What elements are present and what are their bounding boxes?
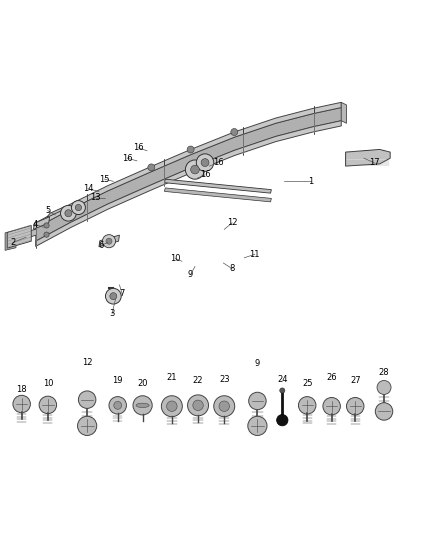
Circle shape (148, 164, 155, 171)
Circle shape (377, 381, 391, 394)
Circle shape (231, 128, 238, 135)
Text: 9: 9 (255, 359, 260, 368)
Circle shape (214, 395, 235, 417)
Circle shape (280, 388, 285, 393)
Circle shape (219, 401, 230, 411)
Text: 28: 28 (379, 368, 389, 376)
Circle shape (60, 205, 76, 221)
Text: 14: 14 (83, 184, 93, 193)
Text: 10: 10 (42, 379, 53, 388)
Circle shape (106, 288, 121, 304)
Text: 17: 17 (369, 158, 379, 167)
Circle shape (75, 205, 81, 211)
Text: 26: 26 (326, 373, 337, 382)
Circle shape (39, 396, 57, 414)
Circle shape (110, 293, 117, 300)
Polygon shape (346, 149, 390, 166)
Text: 25: 25 (302, 379, 312, 388)
Text: 24: 24 (277, 375, 288, 384)
Circle shape (13, 395, 30, 413)
Polygon shape (33, 217, 49, 229)
Ellipse shape (136, 403, 149, 408)
Text: 1: 1 (308, 177, 313, 186)
Text: 19: 19 (113, 376, 123, 385)
Circle shape (277, 415, 288, 426)
Circle shape (196, 154, 214, 171)
Text: 16: 16 (200, 171, 210, 179)
Text: 22: 22 (193, 376, 203, 385)
Text: 15: 15 (99, 175, 110, 184)
Polygon shape (12, 229, 36, 243)
Polygon shape (164, 179, 272, 193)
Polygon shape (99, 235, 120, 247)
Circle shape (193, 400, 203, 410)
Circle shape (323, 398, 340, 415)
Text: 16: 16 (213, 158, 223, 167)
Circle shape (114, 401, 122, 409)
Circle shape (375, 403, 393, 420)
Circle shape (78, 416, 97, 435)
Circle shape (185, 160, 205, 179)
Polygon shape (7, 225, 31, 248)
Text: 7: 7 (120, 289, 125, 298)
Text: 13: 13 (91, 193, 101, 202)
Polygon shape (5, 230, 16, 251)
Text: 4: 4 (32, 220, 37, 229)
Circle shape (187, 395, 208, 416)
Circle shape (78, 391, 96, 408)
Polygon shape (46, 206, 65, 217)
Circle shape (166, 401, 177, 411)
Text: 6: 6 (99, 241, 104, 250)
Text: 5: 5 (45, 206, 50, 215)
Polygon shape (35, 102, 341, 228)
Polygon shape (35, 108, 341, 241)
Polygon shape (35, 120, 341, 246)
Circle shape (187, 146, 194, 153)
Circle shape (44, 232, 49, 237)
Text: 11: 11 (250, 250, 260, 259)
Text: 12: 12 (227, 219, 237, 228)
Text: 27: 27 (350, 376, 360, 385)
Circle shape (248, 416, 267, 435)
Text: 21: 21 (166, 373, 177, 382)
Text: 23: 23 (219, 375, 230, 384)
Circle shape (106, 238, 112, 244)
Text: 16: 16 (133, 143, 144, 152)
Text: 2: 2 (11, 238, 15, 247)
Text: 3: 3 (110, 309, 115, 318)
Text: 18: 18 (16, 385, 27, 394)
Circle shape (71, 200, 85, 215)
Circle shape (201, 159, 209, 166)
Circle shape (102, 235, 116, 248)
Text: 20: 20 (138, 379, 148, 388)
Circle shape (161, 395, 182, 417)
Text: 12: 12 (82, 358, 92, 367)
Circle shape (346, 398, 364, 415)
Circle shape (109, 397, 127, 414)
Circle shape (133, 395, 152, 415)
Circle shape (65, 209, 72, 217)
Text: 16: 16 (122, 154, 133, 163)
Circle shape (191, 165, 199, 174)
Circle shape (44, 223, 49, 228)
Circle shape (298, 397, 316, 414)
Circle shape (249, 392, 266, 410)
Text: 8: 8 (230, 264, 235, 273)
Polygon shape (341, 102, 346, 123)
Text: 10: 10 (170, 254, 180, 263)
Polygon shape (164, 188, 272, 202)
Text: 9: 9 (188, 270, 193, 279)
